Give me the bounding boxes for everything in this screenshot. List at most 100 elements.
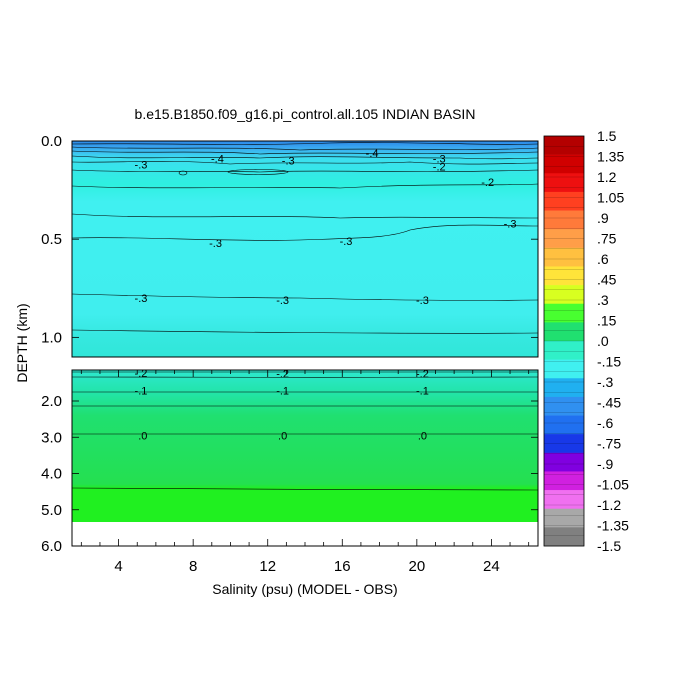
contour-label-group: -.3: [504, 218, 517, 230]
contour-label: -.2: [135, 368, 148, 380]
contour-label: -.3: [282, 156, 295, 168]
colorbar-label: 1.35: [597, 149, 624, 165]
contour-label: -.4: [366, 148, 379, 160]
colorbar: 1.5 1.35 1.2 1.05 .9 .75 .6 .45 .3 .15 .0 -.15 -.3 -.…: [543, 128, 629, 554]
y-tick-label: 4.0: [41, 466, 62, 483]
colorbar-swatch: [544, 154, 584, 174]
colorbar-swatch: [544, 210, 584, 230]
colorbar-swatch: [544, 527, 584, 547]
upper-contour-lines: [71, 142, 539, 334]
colorbar-label: .6: [597, 251, 609, 267]
colorbar-label: -.75: [597, 436, 621, 452]
colorbar-swatch: [544, 247, 584, 267]
colorbar-label: .15: [597, 313, 617, 329]
colorbar-label: -.9: [597, 456, 614, 472]
x-tick-label: 8: [189, 558, 197, 575]
x-tick-label: 12: [259, 558, 276, 575]
upper-panel: [71, 140, 539, 358]
contour-label-group: -.3: [135, 293, 148, 305]
contour-label-group: -.4: [366, 148, 379, 160]
lower-panel-fill: [72, 370, 538, 522]
colorbar-label: 1.2: [597, 169, 617, 185]
contour-label-group: .0: [418, 430, 427, 442]
contour-label-group: -.3: [135, 160, 148, 172]
contour-label-group: -.3: [282, 156, 295, 168]
contour-label: -.3: [135, 160, 148, 172]
x-axis-label: Salinity (psu) (MODEL - OBS): [212, 581, 397, 597]
y-tick-label: 5.0: [41, 502, 62, 519]
contour-label-group: -.4: [211, 154, 224, 166]
colorbar-label: .0: [597, 333, 609, 349]
x-tick-label: 16: [334, 558, 351, 575]
colorbar-label: -1.05: [597, 477, 629, 493]
colorbar-label: .75: [597, 231, 617, 247]
contour-label-group: -.3: [209, 238, 222, 250]
colorbar-label: 1.5: [597, 128, 617, 144]
colorbar-swatch: [544, 303, 584, 323]
colorbar-label: 1.05: [597, 190, 624, 206]
contour-label: -.3: [209, 238, 222, 250]
contour-label: -.2: [276, 368, 289, 380]
y-tick-label: 1.0: [41, 329, 62, 346]
contour-label: -.1: [135, 386, 148, 398]
contour-label-group: -.3: [276, 295, 289, 307]
colorbar-frame: [543, 135, 585, 547]
lower-panel: [71, 369, 539, 547]
contour-label: -.2: [481, 177, 494, 189]
contour-label-group: .0: [138, 430, 147, 442]
x-tick-label: 24: [483, 558, 500, 575]
contour-label: -.3: [433, 154, 446, 166]
colorbar-swatch: [544, 452, 584, 472]
colorbar-swatch: [544, 508, 584, 528]
contour-label-group: -.2: [481, 177, 494, 189]
contour-label: -.2: [433, 162, 446, 174]
contour-label-group: -.1: [135, 386, 148, 398]
x-tick-label: 20: [408, 558, 425, 575]
colorbar-label: -1.35: [597, 518, 629, 534]
y-tick-label: 0.5: [41, 231, 62, 248]
colorbar-label: -1.2: [597, 497, 621, 513]
contour-label: -.3: [504, 218, 517, 230]
y-axis-label: DEPTH (km): [14, 303, 30, 382]
colorbar-label: -.15: [597, 354, 621, 370]
contour-label: -.3: [416, 295, 429, 307]
colorbar-swatch: [544, 396, 584, 416]
contour-label: -.2: [416, 368, 429, 380]
contour-label-group: -.3: [433, 154, 446, 166]
colorbar-swatch: [544, 266, 584, 286]
upper-panel-fill: [72, 141, 538, 357]
colorbar-label: -.6: [597, 415, 614, 431]
colorbar-label: -1.5: [597, 538, 621, 554]
colorbar-swatch: [544, 359, 584, 379]
contour-label-group: -.1: [276, 386, 289, 398]
colorbar-swatch: [544, 378, 584, 398]
contour-label: -.3: [276, 295, 289, 307]
contour-label: -.3: [340, 236, 353, 248]
y-tick-label: 2.0: [41, 393, 62, 410]
colorbar-swatch: [544, 322, 584, 342]
y-tick-label: 0.0: [41, 133, 62, 150]
contour-label-group: .0: [278, 430, 287, 442]
contour-label: -.1: [276, 386, 289, 398]
contour-label-group: -.2: [135, 368, 148, 380]
contour-label-group: -.2: [276, 368, 289, 380]
y-tick-label: 6.0: [41, 538, 62, 555]
x-tick-label: 4: [114, 558, 122, 575]
contour-label-group: -.1: [416, 386, 429, 398]
contour-label: .0: [418, 430, 427, 442]
contour-label-group: -.2: [433, 162, 446, 174]
colorbar-swatch: [544, 490, 584, 510]
contour-label-group: -.3: [416, 295, 429, 307]
contour-label: -.3: [135, 293, 148, 305]
y-tick-label: 3.0: [41, 429, 62, 446]
colorbar-label: .3: [597, 292, 609, 308]
contour-label: -.4: [211, 154, 224, 166]
colorbar-swatch: [544, 191, 584, 211]
colorbar-swatch: [544, 229, 584, 249]
contour-label-group: -.2: [416, 368, 429, 380]
colorbar-label: -.45: [597, 395, 621, 411]
colorbar-swatch: [544, 341, 584, 360]
contour-label: -.1: [416, 386, 429, 398]
colorbar-swatch: [544, 136, 584, 155]
